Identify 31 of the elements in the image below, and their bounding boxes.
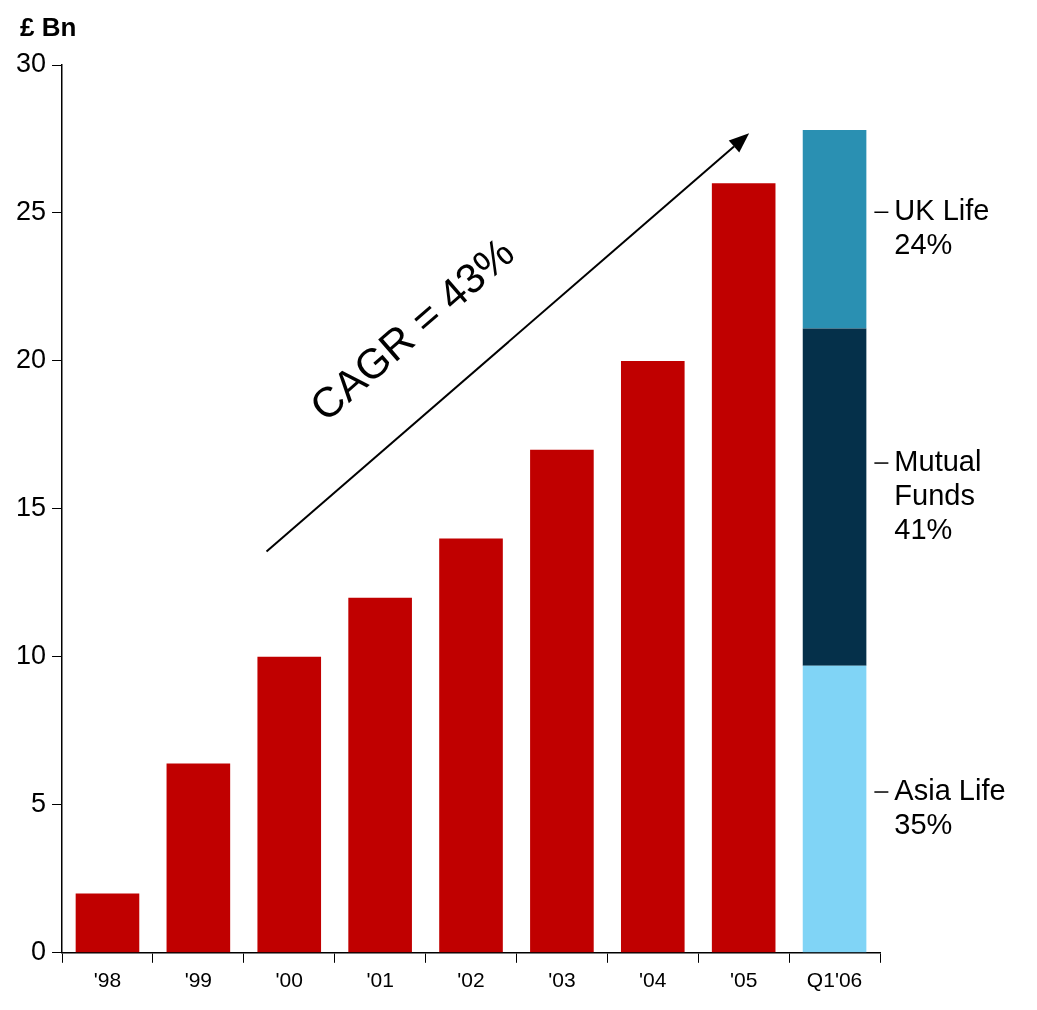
bar (75, 893, 140, 953)
y-tick-label: 25 (15, 196, 47, 227)
series-label: UK Life 24% (894, 194, 990, 261)
bar (348, 597, 412, 953)
bar (711, 183, 776, 953)
bar (166, 763, 231, 953)
x-tick-label: '99 (184, 968, 213, 992)
bar (802, 328, 867, 666)
bar (257, 656, 322, 953)
bar (620, 360, 685, 953)
x-tick-label: '00 (275, 968, 303, 992)
y-tick-label: 5 (31, 788, 47, 819)
bar (530, 449, 594, 953)
series-label: Asia Life 35% (894, 774, 1006, 841)
x-tick-label: '05 (729, 968, 758, 992)
y-tick-label: 10 (15, 640, 47, 671)
y-tick-label: 15 (15, 492, 47, 523)
y-tick-label: 30 (15, 48, 47, 79)
y-tick-label: 0 (31, 936, 47, 967)
series-label: Mutual Funds 41% (894, 445, 982, 546)
y-axis-title: £ Bn (20, 12, 77, 42)
bar (439, 538, 503, 953)
x-tick-label: '03 (548, 968, 576, 992)
x-tick-label: '02 (457, 968, 485, 992)
x-tick-label: '98 (93, 968, 122, 992)
x-tick-label: '04 (639, 968, 667, 992)
x-tick-label: Q1'06 (806, 968, 863, 992)
y-tick-label: 20 (15, 344, 47, 375)
bar (802, 665, 867, 953)
x-tick-label: '01 (366, 968, 394, 992)
bar (802, 130, 867, 329)
